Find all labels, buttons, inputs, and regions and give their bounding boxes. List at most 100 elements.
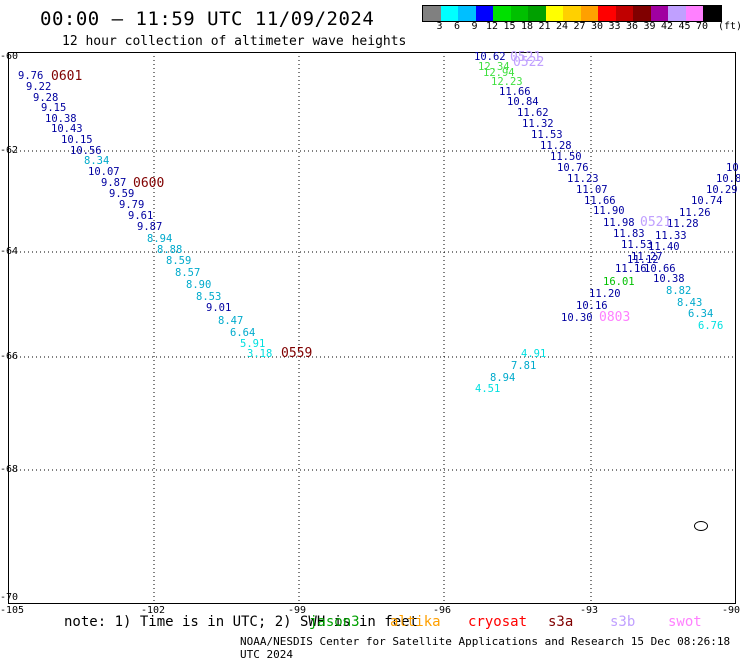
wave-height-value: 6.76	[698, 320, 724, 332]
wave-height-value: 9.76	[18, 70, 44, 82]
satellite-legend-jason3: jason3	[309, 614, 360, 630]
wave-height-value: 9.15	[41, 102, 67, 114]
wave-height-value: 11.26	[679, 207, 711, 219]
wave-height-value: 10.56	[70, 145, 102, 157]
colorbar-swatch	[615, 6, 633, 21]
wave-height-value: 9.87	[101, 177, 127, 189]
wave-height-value: 9.22	[26, 81, 52, 93]
wave-height-value: 12.94	[483, 67, 515, 79]
wave-height-value: 8.47	[218, 315, 244, 327]
wave-height-value: 6.64	[230, 327, 256, 339]
lon-label: -93	[580, 605, 599, 616]
wave-height-value: 10.16	[576, 300, 608, 312]
wave-height-value: 11.50	[550, 151, 582, 163]
colorbar-label: 3	[436, 21, 443, 32]
wave-height-value: 3.18	[247, 348, 273, 360]
satellite-legend-cryosat: cryosat	[468, 614, 528, 630]
wave-height-value: 9.87	[137, 221, 163, 233]
colorbar-swatch	[563, 6, 581, 21]
wave-height-value: 11.32	[522, 118, 554, 130]
colorbar-swatch	[458, 6, 476, 21]
colorbar-label: 45	[678, 21, 691, 32]
wave-height-value: 11.53	[621, 239, 653, 251]
wave-height-value: 9.01	[206, 302, 232, 314]
lon-label: -105	[0, 605, 25, 616]
wave-height-value: 10.8	[716, 173, 740, 185]
wave-height-value: 11.16	[615, 263, 647, 275]
island-outline	[694, 521, 708, 531]
wave-height-value: 8.53	[196, 291, 222, 303]
satellite-legend-s3b: s3b	[610, 614, 636, 630]
colorbar-label: 24	[556, 21, 569, 32]
wave-height-value: 11.12	[627, 254, 659, 266]
wave-height-value: 10.30	[561, 312, 593, 324]
colorbar-swatch	[528, 6, 546, 21]
colorbar-label: 39	[643, 21, 656, 32]
wave-height-value: 16.01	[603, 276, 635, 288]
wave-height-value: 11.28	[667, 218, 699, 230]
pass-time-label: 0803	[599, 310, 631, 325]
pass-time-label: 0601	[51, 69, 83, 84]
note-text: note: 1) Time is in UTC; 2) SWH is in fe…	[64, 614, 419, 630]
lon-label: -90	[722, 605, 740, 616]
satellite-legend-swot: swot	[668, 614, 702, 630]
wave-height-value: 10.38	[653, 273, 685, 285]
wave-height-value: 11.53	[531, 129, 563, 141]
colorbar-swatch	[685, 6, 703, 21]
wave-height-value: 10.15	[61, 134, 93, 146]
wave-height-value: 11.28	[540, 140, 572, 152]
wave-height-value: 10.29	[706, 184, 738, 196]
wave-height-value: 9.28	[33, 92, 59, 104]
satellite-legend-altika: altika	[390, 614, 441, 630]
lon-label: -99	[288, 605, 307, 616]
wave-height-value: 11.90	[593, 205, 625, 217]
colorbar-label: 9	[471, 21, 478, 32]
wave-height-value: 5.91	[240, 338, 266, 350]
wave-height-value: 10.84	[507, 96, 539, 108]
wave-height-value: 11.98	[603, 217, 635, 229]
lon-label: -96	[433, 605, 452, 616]
lat-label: -64	[0, 246, 19, 257]
wave-height-value: 10.76	[557, 162, 589, 174]
footer-credit: NOAA/NESDIS Center for Satellite Applica…	[240, 635, 731, 661]
wave-height-value: 11.23	[567, 173, 599, 185]
wave-height-value: 11.07	[576, 184, 608, 196]
wave-height-value: 10.43	[51, 123, 83, 135]
wave-height-value: 6.34	[688, 308, 714, 320]
pass-time-label: 0521	[640, 215, 672, 230]
colorbar-swatch	[650, 6, 668, 21]
wave-height-value: 9.61	[128, 210, 154, 222]
pass-time-label: 0600	[133, 176, 165, 191]
colorbar-swatch	[580, 6, 598, 21]
colorbar-swatch	[598, 6, 616, 21]
colorbar-swatch	[423, 6, 441, 21]
wave-height-value: 10.07	[88, 166, 120, 178]
wave-height-value: 10.66	[644, 263, 676, 275]
colorbar-label: 42	[661, 21, 674, 32]
colorbar-label: 15	[503, 21, 516, 32]
colorbar-label: 33	[608, 21, 621, 32]
wave-height-value: 4.51	[475, 383, 501, 395]
pass-time-label: 0522	[513, 55, 545, 70]
wave-height-value: 9.79	[119, 199, 145, 211]
lon-label: -102	[141, 605, 166, 616]
colorbar-unit: (ft)	[718, 21, 740, 32]
colorbar-swatch	[510, 6, 528, 21]
colorbar-swatch	[633, 6, 651, 21]
wave-height-value: 8.57	[175, 267, 201, 279]
wave-height-value: 7.81	[511, 360, 537, 372]
lat-label: -70	[0, 592, 19, 603]
colorbar-label: 21	[538, 21, 551, 32]
wave-height-value: 8.82	[666, 285, 692, 297]
wave-height-value: 10.74	[691, 195, 723, 207]
wave-height-value: 12.34	[478, 61, 510, 73]
wave-height-value: 11.33	[655, 230, 687, 242]
colorbar	[422, 5, 722, 22]
colorbar-label: 18	[521, 21, 534, 32]
colorbar-label: 70	[696, 21, 709, 32]
colorbar-swatch	[493, 6, 511, 21]
wave-height-value: 11.27	[631, 251, 663, 263]
colorbar-swatch	[475, 6, 493, 21]
lat-label: -66	[0, 351, 19, 362]
wave-height-value: 11.62	[517, 107, 549, 119]
